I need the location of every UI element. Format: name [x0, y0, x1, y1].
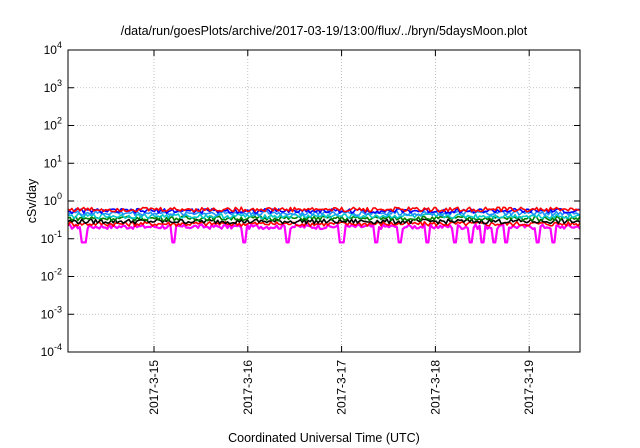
- ticks: 10-4 10-3 10-2 10-1 100 101 102 103 104 2017-3-15…: [41, 40, 580, 415]
- y-axis-label: cSv/day: [25, 178, 39, 223]
- y-tick-label: 102: [44, 116, 62, 133]
- y-tick-label: 103: [44, 78, 62, 95]
- series-line: [67, 206, 580, 213]
- series-line: [67, 220, 581, 227]
- y-tick-label: 10-1: [41, 229, 62, 246]
- x-axis-label: Coordinated Universal Time (UTC): [228, 431, 420, 445]
- y-tick-label: 101: [44, 153, 62, 170]
- y-tick-label: 10-4: [41, 342, 62, 359]
- series-line: [67, 218, 581, 225]
- chart-title: /data/run/goesPlots/archive/2017-03-19/1…: [121, 24, 528, 38]
- y-tick-label: 10-2: [41, 267, 62, 284]
- x-tick-label: 2017-3-15: [147, 360, 161, 415]
- y-tick-label: 104: [44, 40, 62, 57]
- y-tick-label: 100: [44, 191, 62, 208]
- series-line: [67, 207, 581, 215]
- x-tick-label: 2017-3-16: [241, 360, 255, 415]
- grid: [68, 50, 580, 352]
- x-tick-label: 2017-3-17: [335, 360, 349, 415]
- x-tick-label: 2017-3-18: [428, 360, 442, 415]
- x-tick-label: 2017-3-19: [522, 360, 536, 415]
- series-layer: [67, 206, 581, 244]
- y-tick-label: 10-3: [41, 304, 62, 321]
